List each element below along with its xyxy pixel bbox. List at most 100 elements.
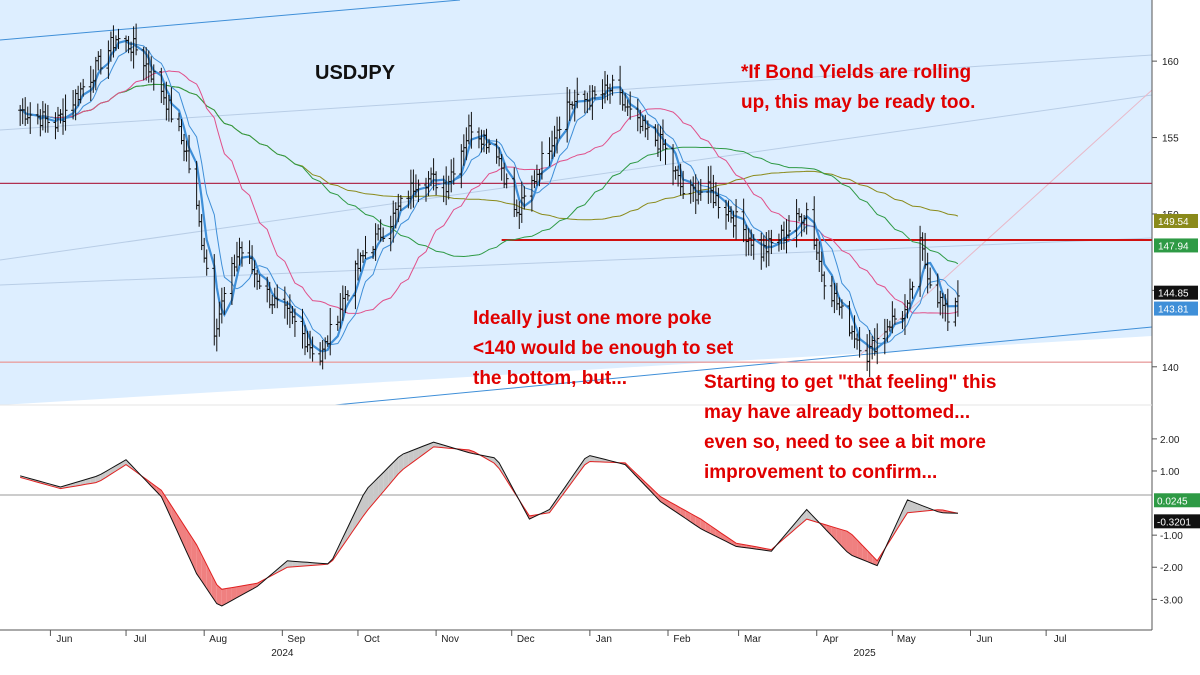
indicator-fill-segment <box>357 495 363 524</box>
indicator-fill-segment <box>574 465 580 479</box>
indicator-fill-segment <box>362 487 369 517</box>
x-tick-label: Dec <box>517 634 535 645</box>
price-value-badges: 149.54 147.94 144.85 143.81 <box>1154 213 1198 316</box>
price-bar <box>522 186 527 210</box>
indicator-fill-segment <box>806 509 812 521</box>
price-bar <box>292 308 297 337</box>
indicator-fill-segment <box>640 477 646 486</box>
x-tick-label: Jun <box>56 634 72 645</box>
indicator-fill-segment <box>307 562 313 566</box>
indicator-fill-segment <box>110 465 116 475</box>
indicator-fill-segment <box>181 521 187 552</box>
indicator-fill-segment <box>912 501 918 513</box>
price-bar <box>81 78 86 97</box>
indicator-fill-segment <box>166 498 172 519</box>
indicator-fill-segment <box>554 494 560 506</box>
price-badge-label: 143.81 <box>1158 305 1189 316</box>
price-bar <box>804 202 809 235</box>
indicator-fill-segment <box>216 584 222 606</box>
indicator-fill-segment <box>252 583 258 590</box>
indicator-fill-segment <box>156 486 162 497</box>
trendlines <box>0 0 1153 406</box>
ma-long-green-line <box>20 83 959 265</box>
price-bar <box>275 284 280 309</box>
indicator-fill-segment <box>277 565 283 573</box>
indicator-fill-segment <box>368 482 374 510</box>
indicator-fill-segment <box>857 539 863 560</box>
price-bar <box>539 141 544 180</box>
price-bar <box>487 138 492 153</box>
horizontal-levels <box>0 182 1152 363</box>
price-bar <box>822 271 827 300</box>
indicator-y-tick-label: -2.00 <box>1160 563 1183 574</box>
indicator-fill-segment <box>398 453 404 474</box>
indicator-fill-segment <box>90 476 96 484</box>
price-bar <box>98 49 103 75</box>
price-bar <box>434 171 439 196</box>
indicator-fill-segment <box>569 473 575 486</box>
price-bar <box>734 198 739 240</box>
indicator-fill-segment <box>872 555 878 566</box>
price-bar <box>451 157 456 185</box>
indicator-fill-segment <box>660 496 666 505</box>
indicator-fill-segment <box>499 462 505 477</box>
price-bar <box>645 120 650 140</box>
indicator-fill-segment <box>655 491 661 502</box>
indicator-fast-line <box>20 441 958 607</box>
x-year-label: 2025 <box>854 648 877 659</box>
moving-averages <box>20 39 959 353</box>
price-y-tick-label: 160 <box>1162 57 1179 68</box>
indicator-fill-segment <box>226 587 232 604</box>
indicator-fill-segment <box>867 550 873 564</box>
price-bar <box>28 102 33 134</box>
indicator-fill-segment <box>826 525 832 536</box>
annotation-ideally: Ideally just one more poke <140 would be… <box>473 308 739 389</box>
indicator-y-tick-label: -3.00 <box>1160 595 1183 606</box>
x-tick-label: Apr <box>823 634 839 645</box>
price-bar <box>769 229 774 255</box>
price-bar <box>698 178 703 201</box>
price-y-tick-label: 155 <box>1162 134 1179 145</box>
indicator-slow-line <box>20 446 959 590</box>
price-bar <box>892 308 897 325</box>
indicator-fill-segment <box>650 487 656 497</box>
indicator-fill-segment <box>297 561 303 567</box>
indicator-fill-segment <box>579 458 585 472</box>
price-bar <box>751 234 756 260</box>
price-bar <box>663 139 668 165</box>
indicator-lines <box>20 441 959 607</box>
indicator-fill-segment <box>731 539 737 547</box>
indicator-fill-segment <box>852 534 858 558</box>
indicator-fill-segment <box>115 462 121 471</box>
indicator-badge-label: -0.3201 <box>1157 517 1191 528</box>
indicator-fill-segment <box>176 513 182 541</box>
indicator-fill-segment <box>383 467 389 492</box>
price-bar <box>239 241 244 267</box>
price-bar <box>839 299 844 319</box>
price-bar <box>63 94 68 131</box>
price-bar <box>610 74 615 96</box>
price-bar <box>363 235 368 259</box>
price-bar <box>187 134 192 174</box>
indicator-fill-segment <box>342 527 348 546</box>
indicator-fill-segment <box>161 490 167 508</box>
indicator-y-tick-label: -1.00 <box>1160 531 1183 542</box>
price-bar <box>716 187 721 219</box>
channel-mid-line-3 <box>0 237 1153 286</box>
indicator-fill-segment <box>831 526 837 542</box>
indicator-fill-segment <box>403 451 409 470</box>
price-bar <box>45 104 50 133</box>
indicator-fill-segment <box>645 482 651 491</box>
price-bar <box>928 267 933 289</box>
price-bar <box>416 179 421 203</box>
indicator-fill-segment <box>494 457 500 469</box>
price-bar <box>204 249 209 276</box>
price-bar <box>398 195 403 211</box>
channel-lower-line <box>334 326 1153 406</box>
annotation-that-feeling: Starting to get "that feeling" this may … <box>704 372 1002 483</box>
channel-upper-line <box>0 0 461 41</box>
indicator-fill-segment <box>388 462 394 486</box>
x-year-label: 2024 <box>271 648 294 659</box>
indicator-fill-segment <box>589 455 595 462</box>
price-badge <box>1154 301 1198 316</box>
